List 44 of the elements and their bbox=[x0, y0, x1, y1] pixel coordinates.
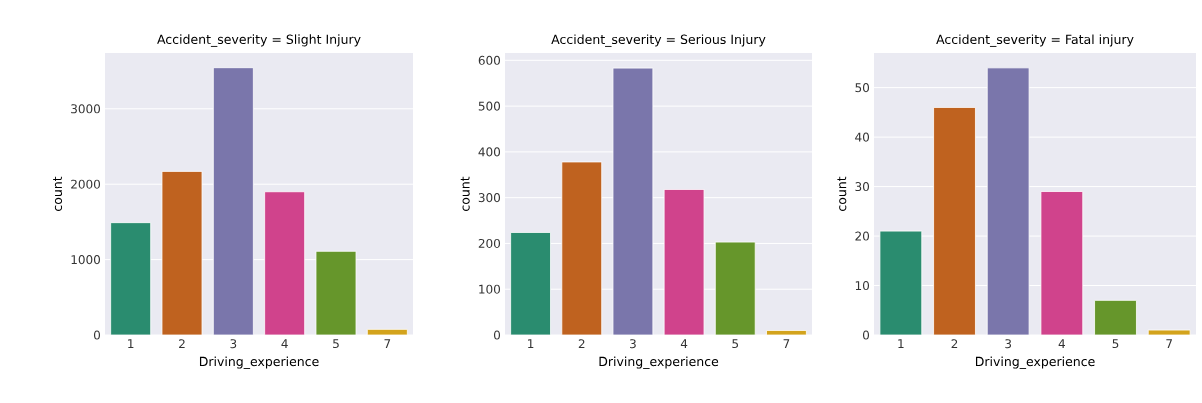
x-tick-label: 7 bbox=[384, 339, 391, 348]
y-axis-title: count bbox=[53, 176, 63, 211]
y-tick-label: 0 bbox=[862, 330, 870, 340]
y-tick-label: 2000 bbox=[71, 179, 100, 189]
x-tick-label: 1 bbox=[128, 339, 134, 348]
x-axis-title: Driving_experience bbox=[199, 356, 319, 369]
y-tick-label: 50 bbox=[855, 83, 870, 93]
y-tick-label: 200 bbox=[478, 238, 501, 248]
y-tick-label: 300 bbox=[478, 193, 501, 203]
x-tick-label: 5 bbox=[732, 339, 739, 349]
x-tick-label: 3 bbox=[1005, 339, 1012, 349]
y-tick-label: 400 bbox=[478, 147, 501, 157]
y-tick-label: 0 bbox=[93, 330, 101, 340]
x-tick-label: 1 bbox=[898, 339, 904, 348]
y-axis-title: count bbox=[837, 176, 847, 211]
chart-title: Accident_severity = Serious Injury bbox=[551, 34, 766, 47]
x-tick-label: 7 bbox=[783, 339, 790, 348]
y-tick-label: 20 bbox=[855, 231, 870, 241]
y-tick-label: 100 bbox=[479, 284, 501, 294]
x-tick-label: 2 bbox=[179, 339, 185, 349]
x-tick-label: 7 bbox=[1166, 339, 1172, 348]
x-axis-title: Driving_experience bbox=[975, 356, 1095, 369]
y-tick-label: 40 bbox=[855, 132, 870, 142]
x-tick-label: 1 bbox=[528, 339, 534, 348]
chart-title: Accident_severity = Slight Injury bbox=[157, 34, 361, 47]
y-tick-label: 30 bbox=[855, 182, 870, 192]
y-tick-label: 600 bbox=[478, 55, 501, 65]
x-tick-label: 3 bbox=[230, 339, 237, 349]
y-tick-label: 10 bbox=[855, 280, 870, 291]
y-tick-label: 1000 bbox=[71, 255, 100, 265]
x-tick-label: 4 bbox=[1058, 339, 1065, 348]
y-tick-label: 500 bbox=[478, 101, 501, 111]
x-tick-label: 5 bbox=[1112, 339, 1119, 349]
x-tick-label: 4 bbox=[680, 339, 688, 348]
chart-title: Accident_severity = Fatal injury bbox=[936, 34, 1134, 47]
x-tick-label: 2 bbox=[578, 339, 585, 349]
y-axis-title: count bbox=[460, 176, 470, 211]
x-tick-label: 2 bbox=[951, 339, 958, 349]
y-tick-label: 3000 bbox=[71, 104, 100, 114]
x-tick-label: 5 bbox=[333, 339, 339, 349]
y-tick-label: 0 bbox=[493, 330, 501, 340]
x-tick-label: 4 bbox=[281, 339, 288, 348]
x-axis-title: Driving_experience bbox=[599, 356, 719, 369]
x-tick-label: 3 bbox=[630, 339, 636, 349]
